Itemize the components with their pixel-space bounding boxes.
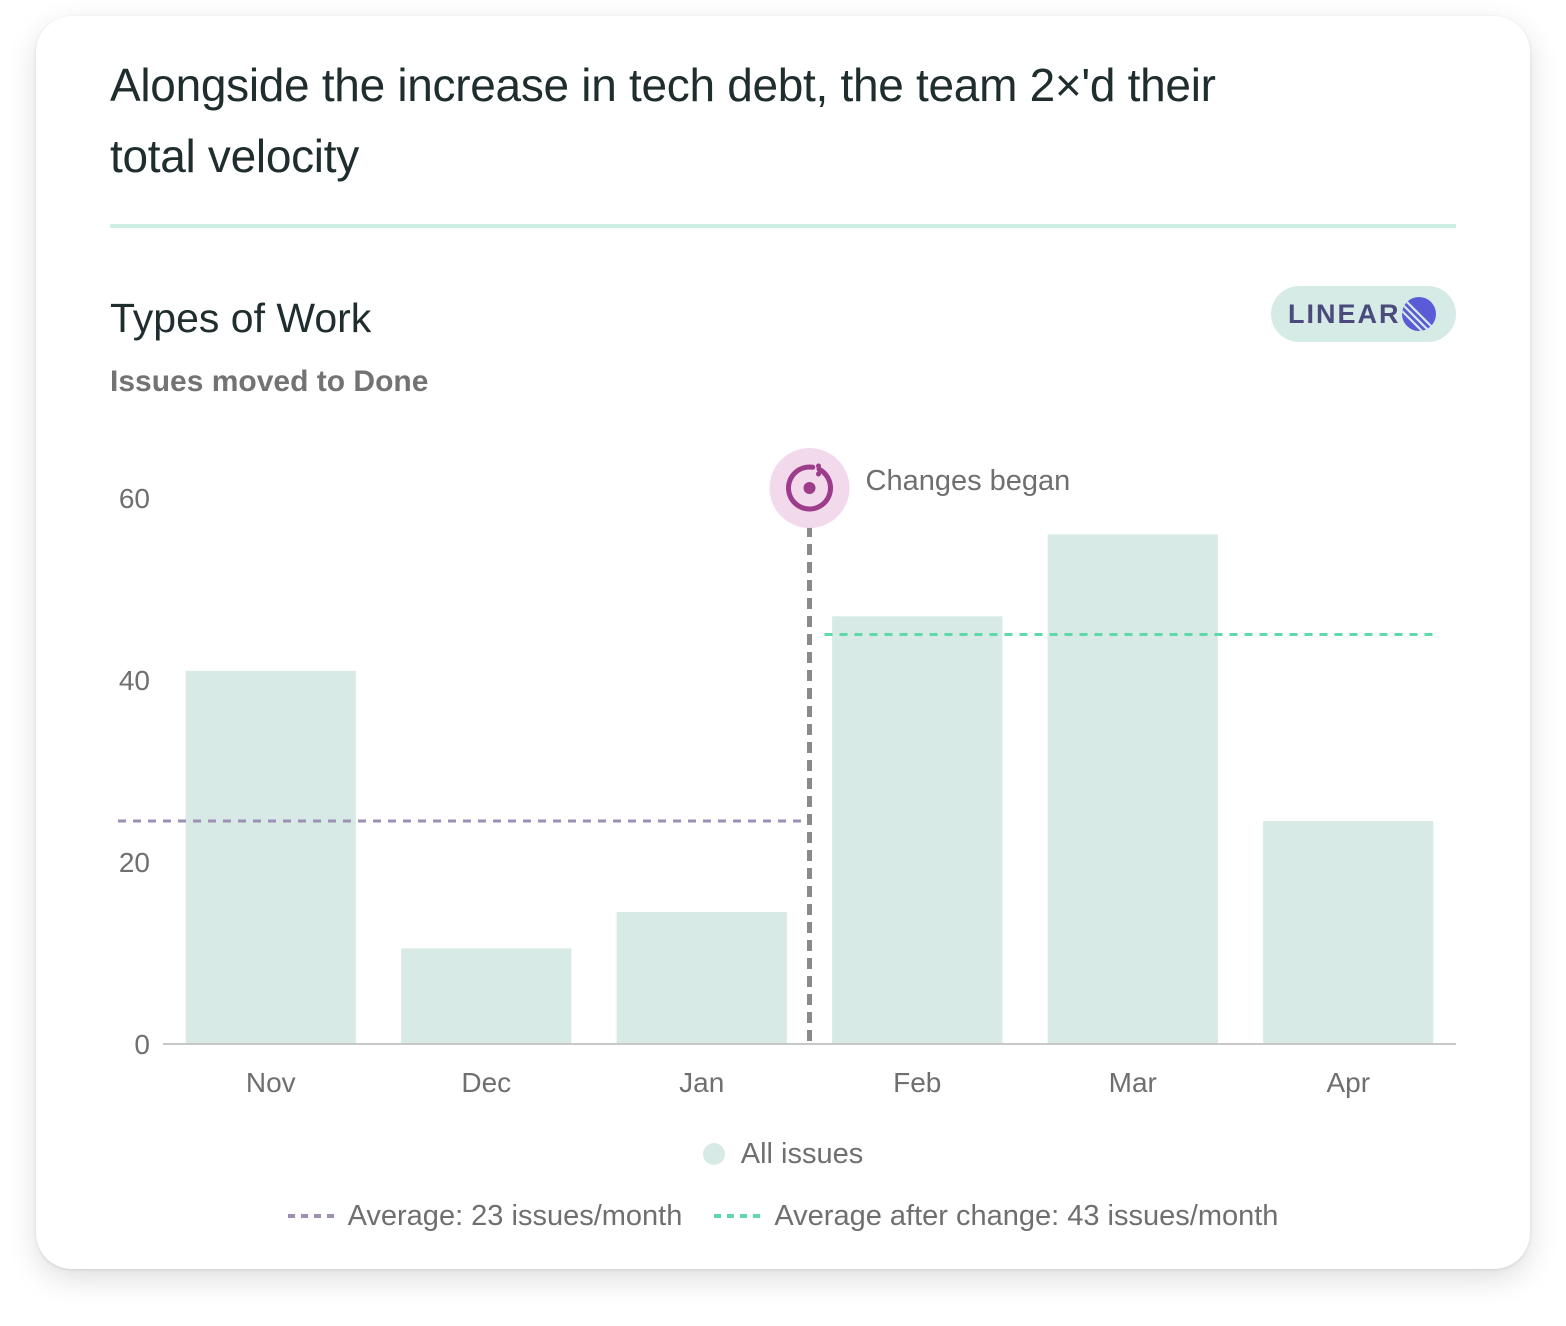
x-tick-label: Jan [679, 1067, 724, 1098]
section-subtitle: Issues moved to Done [110, 365, 429, 398]
y-tick-label: 20 [119, 847, 150, 878]
legend-average-before-swatch [287, 1214, 334, 1218]
target-icon-center [803, 482, 816, 494]
badge-label: LINEAR [1288, 299, 1401, 329]
x-tick-label: Mar [1109, 1067, 1157, 1098]
legend-average-after-swatch [714, 1214, 761, 1218]
x-tick-label: Dec [461, 1067, 511, 1098]
target-icon-dot [816, 463, 821, 469]
y-tick-label: 60 [119, 483, 150, 514]
linear-badge[interactable]: LINEAR [1271, 286, 1456, 342]
legend-average-before-label: Average: 23 issues/month [347, 1200, 683, 1232]
linear-logo-icon [1402, 297, 1436, 331]
changes-began-label: Changes began [866, 465, 1071, 497]
bar-jan [616, 912, 787, 1044]
legend-series: All issues [0, 1136, 1566, 1172]
bar-dec [401, 948, 572, 1044]
bar-nov [185, 670, 356, 1044]
legend-all-issues-label: All issues [740, 1138, 864, 1170]
target-icon [786, 464, 833, 512]
x-tick-label: Feb [893, 1067, 941, 1098]
divider [110, 224, 1456, 228]
target-icon-dot [816, 471, 821, 477]
legend-all-issues-swatch [702, 1143, 725, 1165]
y-tick-label: 0 [134, 1029, 150, 1060]
x-tick-label: Nov [246, 1067, 296, 1098]
x-tick-label: Apr [1326, 1067, 1370, 1098]
section-title: Types of Work [110, 295, 372, 341]
bar-feb [832, 616, 1003, 1044]
headline: Alongside the increase in tech debt, the… [110, 59, 1216, 182]
legend-reference-lines: Average: 23 issues/month Average after c… [0, 1198, 1566, 1234]
bar-mar [1047, 534, 1218, 1044]
y-tick-label: 40 [119, 665, 150, 696]
legend-average-after-label: Average after change: 43 issues/month [774, 1200, 1279, 1232]
bar-apr [1263, 821, 1434, 1044]
